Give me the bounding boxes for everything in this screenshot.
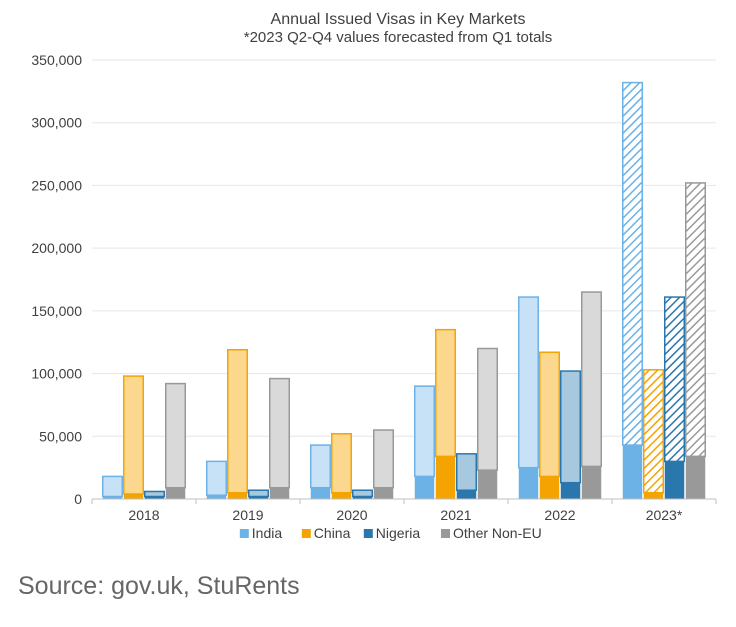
bar-other-non-eu-remainder: [269, 377, 290, 489]
y-tick-label: 100,000: [31, 366, 82, 382]
y-tick-label: 150,000: [31, 303, 82, 319]
x-tick-label: 2022: [544, 507, 575, 523]
bar-other-non-eu-remainder: [165, 382, 186, 489]
bar-china-base: [435, 456, 456, 499]
bar-china-remainder: [123, 375, 144, 495]
bar-india-remainder: [310, 444, 331, 489]
bar-india-base: [310, 487, 331, 499]
bar-other-non-eu-base: [477, 470, 498, 499]
bar-nigeria-remainder: [560, 370, 581, 484]
legend-swatch-china: [301, 529, 311, 538]
bar-china-remainder: [435, 328, 456, 458]
bar-nigeria-base: [248, 496, 269, 499]
bar-india-remainder: [102, 475, 123, 498]
bar-other-non-eu-remainder: [581, 291, 602, 468]
x-tick-label: 2019: [232, 507, 263, 523]
bar-other-non-eu-base: [581, 466, 602, 499]
bar-india-remainder: [622, 81, 643, 446]
y-tick-label: 50,000: [39, 428, 82, 444]
bar-nigeria-remainder: [664, 296, 685, 463]
source-note: Source: gov.uk, StuRents: [18, 572, 300, 600]
x-tick-label: 2018: [128, 507, 159, 523]
bar-other-non-eu-base: [269, 487, 290, 499]
bar-india-remainder: [414, 385, 435, 478]
bar-other-non-eu-base: [165, 487, 186, 499]
bar-other-non-eu-base: [685, 456, 706, 499]
bar-other-non-eu-remainder: [373, 429, 394, 489]
legend-swatch-other-non-eu: [441, 529, 450, 538]
bar-india-remainder: [518, 296, 539, 469]
bar-china-remainder: [227, 348, 248, 494]
bar-india-remainder: [206, 460, 227, 496]
y-tick-label: 300,000: [31, 115, 82, 131]
bar-nigeria-base: [560, 482, 581, 499]
bar-nigeria-remainder: [456, 453, 477, 491]
bar-india-base: [518, 467, 539, 499]
bar-nigeria-base: [144, 496, 165, 499]
bar-other-non-eu-remainder: [685, 182, 706, 458]
bar-china-remainder: [331, 433, 352, 494]
bar-india-base: [206, 495, 227, 499]
bar-china-remainder: [539, 351, 560, 478]
legend-swatch-nigeria: [363, 529, 373, 538]
legend-label-other-non-eu: Other Non-EU: [453, 525, 542, 541]
legend-swatch-india: [239, 529, 249, 538]
y-tick-label: 250,000: [31, 177, 82, 193]
y-tick-label: 200,000: [31, 240, 82, 256]
bar-india-base: [102, 496, 123, 499]
bar-china-base: [539, 476, 560, 499]
y-tick-label: 350,000: [31, 52, 82, 68]
chart-subtitle: *2023 Q2-Q4 values forecasted from Q1 to…: [244, 29, 553, 46]
bar-nigeria-base: [664, 461, 685, 499]
x-tick-label: 2020: [336, 507, 367, 523]
chart-svg: Annual Issued Visas in Key Markets *2023…: [31, 11, 717, 541]
chart: Annual Issued Visas in Key Markets *2023…: [31, 11, 717, 541]
bar-china-base: [331, 492, 352, 499]
chart-title: Annual Issued Visas in Key Markets: [271, 11, 526, 28]
x-tick-label: 2023*: [646, 507, 683, 523]
bar-other-non-eu-base: [373, 487, 394, 499]
bar-nigeria-base: [456, 490, 477, 499]
y-tick-label: 0: [74, 491, 82, 507]
bar-china-base: [643, 492, 664, 499]
legend-label-china: China: [314, 525, 351, 541]
bar-china-base: [123, 493, 144, 499]
x-tick-label: 2021: [440, 507, 471, 523]
legend-label-nigeria: Nigeria: [376, 525, 421, 541]
bar-nigeria-base: [352, 496, 373, 499]
bar-india-base: [414, 476, 435, 499]
legend-label-india: India: [252, 525, 283, 541]
bar-nigeria-remainder: [144, 490, 165, 498]
bar-india-base: [622, 445, 643, 499]
bar-china-remainder: [643, 369, 664, 494]
bar-nigeria-remainder: [352, 489, 373, 498]
bar-china-base: [227, 492, 248, 499]
bar-nigeria-remainder: [248, 489, 269, 498]
bar-other-non-eu-remainder: [477, 347, 498, 471]
